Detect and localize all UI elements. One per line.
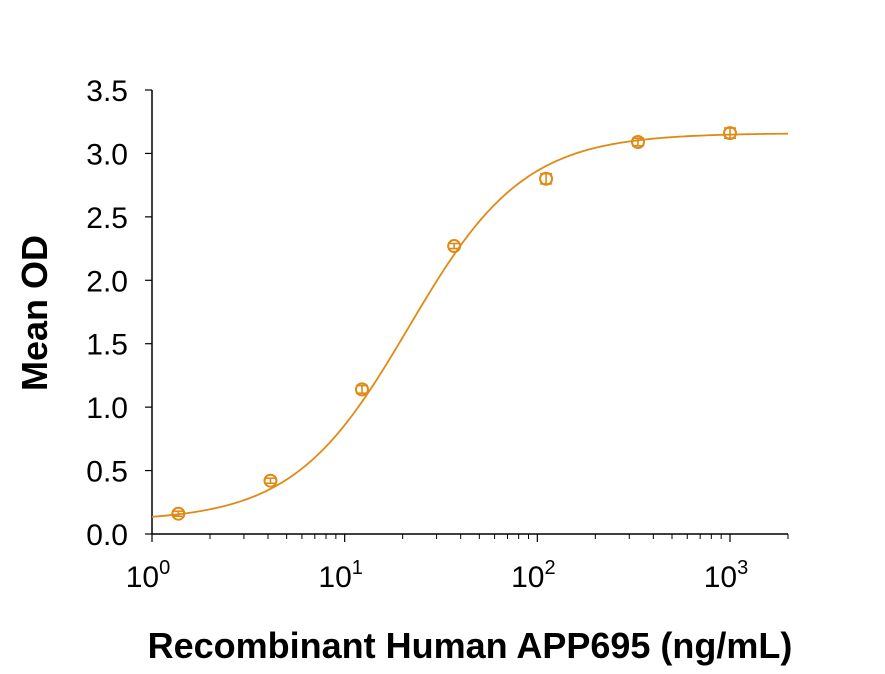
y-axis: 0.0 0.5 1.0 1.5 2.0 2.5 3.0 3.5 — [86, 75, 153, 552]
y-tick-label: 2.0 — [86, 265, 128, 298]
y-tick-label: 3.0 — [86, 138, 128, 171]
y-tick-label: 1.0 — [86, 392, 128, 425]
data-point — [447, 239, 462, 254]
x-tick-label: 102 — [511, 557, 556, 594]
y-tick-label: 3.5 — [86, 75, 128, 108]
data-point — [539, 171, 554, 186]
x-axis-title: Recombinant Human APP695 (ng/mL) — [148, 625, 793, 666]
x-axis: 100 101 102 103 — [126, 533, 789, 594]
data-point — [171, 506, 186, 521]
data-point — [263, 473, 278, 488]
y-tick-label: 0.0 — [86, 519, 128, 552]
data-point — [354, 382, 369, 397]
x-tick-label: 100 — [126, 557, 171, 594]
y-tick-label: 0.5 — [86, 456, 128, 489]
fit-curve — [151, 132, 789, 518]
y-axis-title: Mean OD — [14, 235, 55, 391]
y-tick-label: 1.5 — [86, 329, 128, 362]
data-point — [630, 135, 645, 150]
plot-area — [151, 126, 789, 521]
x-tick-label: 103 — [704, 557, 749, 594]
x-tick-label: 101 — [318, 557, 363, 594]
data-point — [723, 126, 738, 141]
y-tick-label: 2.5 — [86, 202, 128, 235]
